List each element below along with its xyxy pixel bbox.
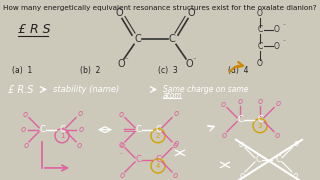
Text: -: - xyxy=(120,150,122,156)
Text: o: o xyxy=(257,97,263,106)
Text: o: o xyxy=(238,140,244,149)
Text: O: O xyxy=(274,25,280,34)
Text: ⁻: ⁻ xyxy=(283,41,285,46)
Text: C: C xyxy=(275,155,281,164)
Text: ⁻: ⁻ xyxy=(124,57,128,63)
Text: o: o xyxy=(77,109,83,118)
Text: C: C xyxy=(155,125,161,134)
Text: o: o xyxy=(276,99,281,108)
Text: o: o xyxy=(119,172,124,180)
Text: 4: 4 xyxy=(156,163,160,169)
Text: £ R.S: £ R.S xyxy=(8,86,34,95)
Text: O: O xyxy=(257,9,263,18)
Text: o: o xyxy=(20,125,26,134)
Text: o: o xyxy=(220,100,226,109)
Text: Same charge on same: Same charge on same xyxy=(163,86,249,94)
Text: O: O xyxy=(185,59,193,69)
Text: o: o xyxy=(239,172,244,180)
Text: (c)  3: (c) 3 xyxy=(158,66,178,75)
Text: O: O xyxy=(115,8,123,18)
Text: o: o xyxy=(172,141,178,150)
Text: C: C xyxy=(257,115,263,124)
Text: O: O xyxy=(117,59,125,69)
Text: o: o xyxy=(118,110,124,119)
Text: ⁻: ⁻ xyxy=(192,57,196,63)
Text: o: o xyxy=(292,172,298,180)
Text: C: C xyxy=(135,125,141,134)
Text: o: o xyxy=(78,125,84,134)
Text: stability (name): stability (name) xyxy=(53,86,119,94)
Text: o: o xyxy=(118,140,124,149)
Text: (a)  1: (a) 1 xyxy=(12,66,32,75)
Text: o: o xyxy=(173,139,179,148)
Text: o: o xyxy=(293,139,299,148)
Text: C: C xyxy=(255,155,261,164)
Text: o: o xyxy=(221,131,227,140)
Text: o: o xyxy=(23,141,28,150)
Text: C: C xyxy=(39,125,45,134)
Text: O: O xyxy=(187,8,195,18)
Text: O: O xyxy=(274,42,280,51)
Text: C: C xyxy=(155,155,161,164)
Text: 2: 2 xyxy=(156,133,160,139)
Text: C: C xyxy=(237,115,243,124)
Text: (b)  2: (b) 2 xyxy=(80,66,100,75)
Text: ⁻: ⁻ xyxy=(266,8,268,13)
Text: O: O xyxy=(257,59,263,68)
Text: £ R S: £ R S xyxy=(18,23,51,36)
Text: o: o xyxy=(172,172,178,180)
Text: How many energetically equivalent resonance structures exist for the oxalate dia: How many energetically equivalent resona… xyxy=(3,5,317,11)
Text: (d)  4: (d) 4 xyxy=(228,66,249,75)
Text: C: C xyxy=(59,125,65,134)
Text: C: C xyxy=(257,42,263,51)
Text: o: o xyxy=(237,97,243,106)
Text: C: C xyxy=(257,25,263,34)
Text: o: o xyxy=(275,131,280,140)
Text: 3: 3 xyxy=(258,123,262,129)
Text: o: o xyxy=(22,110,28,119)
Text: ⁻: ⁻ xyxy=(283,24,285,29)
Text: o: o xyxy=(76,141,82,150)
Text: atom: atom xyxy=(163,91,183,100)
Text: C: C xyxy=(135,34,141,44)
Text: C: C xyxy=(169,34,175,44)
Text: o: o xyxy=(119,141,124,150)
Text: C: C xyxy=(135,155,141,164)
Text: 1: 1 xyxy=(60,133,64,139)
Text: o: o xyxy=(173,109,179,118)
